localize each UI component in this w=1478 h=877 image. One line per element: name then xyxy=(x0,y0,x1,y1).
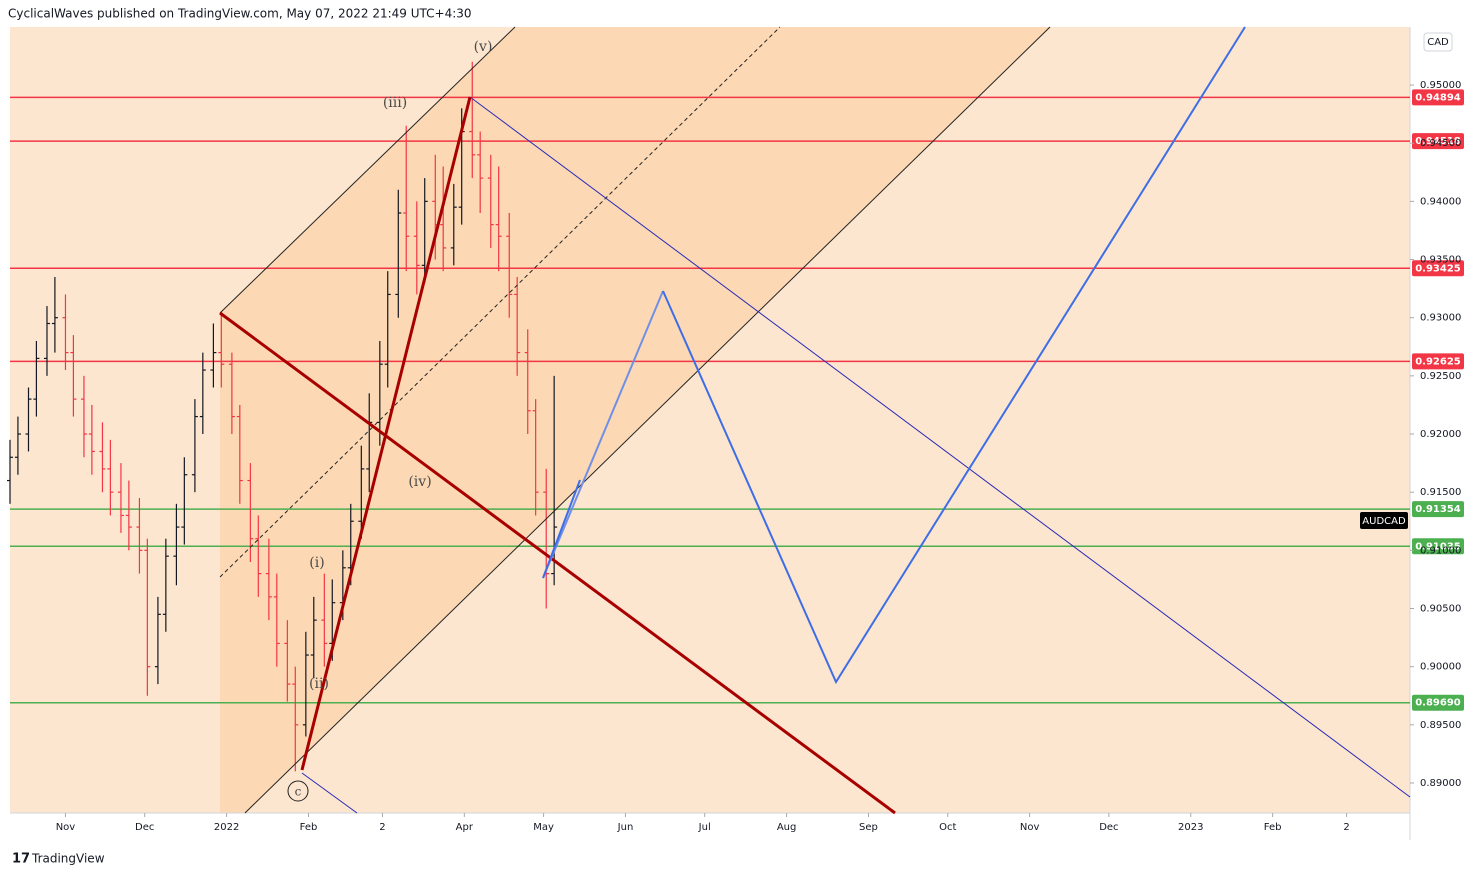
wave-line xyxy=(219,311,896,815)
symbol-badge xyxy=(1360,512,1408,529)
x-tick-label: Dec xyxy=(1099,822,1118,833)
channel-lower xyxy=(244,26,1051,814)
level-label: 0.89690 xyxy=(1415,698,1461,709)
level-badge xyxy=(1412,133,1464,150)
level-badge xyxy=(1412,501,1464,518)
x-tick-label: Feb xyxy=(1264,822,1282,833)
wave-label: (ii) xyxy=(309,676,329,692)
level-label: 0.94518 xyxy=(1415,136,1461,147)
logo-mark: 17 xyxy=(12,852,30,867)
footer-logo: TradingView xyxy=(31,852,105,866)
wave-label: (iii) xyxy=(383,95,407,111)
channel-upper xyxy=(219,26,516,314)
blue-trendline xyxy=(469,96,1411,798)
y-tick-label: 0.89000 xyxy=(1420,778,1461,789)
y-tick-label: 0.90000 xyxy=(1420,662,1461,673)
channel-median xyxy=(219,26,781,578)
currency-badge[interactable] xyxy=(1423,32,1453,52)
x-tick-label: Sep xyxy=(859,822,878,833)
y-tick-label: 0.91500 xyxy=(1420,487,1461,498)
channel-fill xyxy=(220,27,1050,813)
y-tick-label: 0.94000 xyxy=(1420,196,1461,207)
y-tick-label: 0.92000 xyxy=(1420,429,1461,440)
x-tick-label: Dec xyxy=(135,822,154,833)
blue-trendline-short xyxy=(301,772,358,814)
x-tick-label: Aug xyxy=(777,822,797,833)
wave-label: (iv) xyxy=(408,474,431,490)
projection xyxy=(542,290,664,579)
level-badge xyxy=(1412,260,1464,277)
wave-label: (i) xyxy=(309,555,324,571)
x-tick-label: Apr xyxy=(456,822,474,833)
level-label: 0.91354 xyxy=(1415,504,1461,515)
x-tick-label: 2 xyxy=(1343,822,1349,833)
y-tick-label: 0.89500 xyxy=(1420,720,1461,731)
x-tick-label: Feb xyxy=(300,822,318,833)
level-badge xyxy=(1412,89,1464,106)
x-tick-label: Jul xyxy=(698,822,711,833)
levels: 0.94894 0.94518 0.93425 0.92625 0.91354 0.910… xyxy=(10,89,1464,711)
y-tick-label: 0.92500 xyxy=(1420,371,1461,382)
level-label: 0.92625 xyxy=(1415,356,1461,367)
y-tick-label: 0.95000 xyxy=(1420,80,1461,91)
level-badge xyxy=(1412,538,1464,555)
level-label: 0.91035 xyxy=(1415,541,1461,552)
y-tick-label: 0.90500 xyxy=(1420,604,1461,615)
y-tick-label: 0.91000 xyxy=(1420,545,1461,556)
x-tick-label: 2 xyxy=(379,822,385,833)
wave-circle xyxy=(287,780,309,802)
y-tick-label: 0.94500 xyxy=(1420,138,1461,149)
x-tick-label: Jun xyxy=(617,822,634,833)
currency-label: CAD xyxy=(1427,37,1449,48)
projection xyxy=(542,479,581,579)
projection xyxy=(662,26,1246,685)
y-tick-label: 0.93500 xyxy=(1420,255,1461,266)
level-label: 0.94894 xyxy=(1415,92,1461,103)
x-tick-label: May xyxy=(533,822,554,833)
y-tick-label: 0.93000 xyxy=(1420,313,1461,324)
x-tick-label: 2023 xyxy=(1178,822,1203,833)
x-tick-label: Nov xyxy=(1020,822,1040,833)
wave-label: c xyxy=(295,785,302,799)
drawings: (v) (iii) (iv) (i) (ii) c xyxy=(219,26,1411,815)
x-tick-label: Oct xyxy=(939,822,956,833)
axes: 0.89000 0.89500 0.90000 0.90500 0.91000 0.915… xyxy=(56,80,1462,833)
level-badge xyxy=(1412,353,1464,370)
x-tick-label: Nov xyxy=(56,822,76,833)
wave-label: (v) xyxy=(474,39,493,55)
level-badge xyxy=(1412,694,1464,711)
symbol-label: AUDCAD xyxy=(1362,516,1406,527)
level-label: 0.93425 xyxy=(1415,263,1461,274)
publisher-header: CyclicalWaves published on TradingView.c… xyxy=(8,7,472,21)
wave-line xyxy=(300,96,472,771)
x-tick-label: 2022 xyxy=(214,822,239,833)
